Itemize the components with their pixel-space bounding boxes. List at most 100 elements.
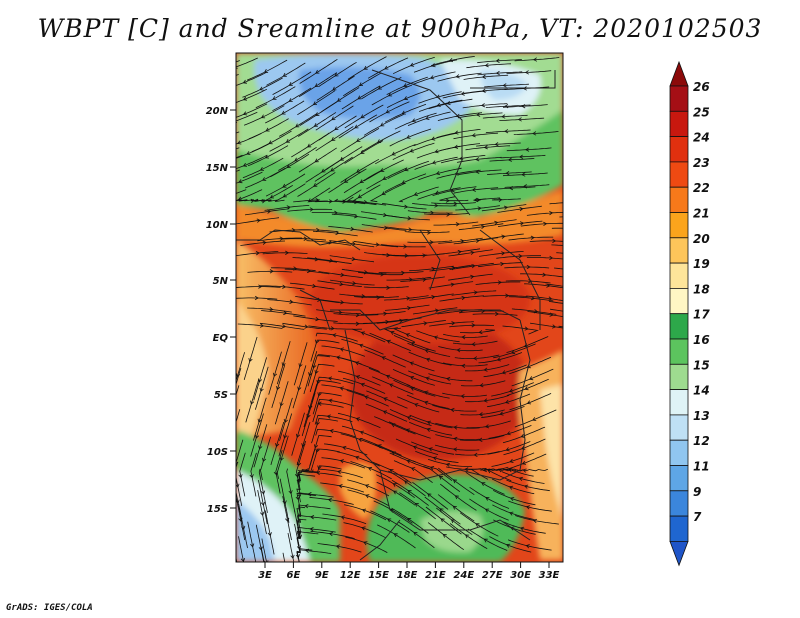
streamline-arrow <box>574 245 577 249</box>
streamline <box>411 441 455 455</box>
streamline-arrow <box>260 114 266 119</box>
streamline-arrow <box>354 214 359 219</box>
streamline-arrow <box>390 330 395 335</box>
streamline <box>307 257 352 265</box>
streamline-arrow <box>410 467 416 472</box>
streamline-arrow <box>295 433 301 438</box>
streamline <box>407 111 451 126</box>
lat-tick-label: 5S <box>214 390 228 401</box>
streamline <box>245 379 260 423</box>
streamline <box>236 217 280 225</box>
streamline <box>438 237 483 244</box>
streamline <box>384 103 427 123</box>
streamline-arrow <box>483 145 488 150</box>
streamline <box>314 156 353 182</box>
streamline <box>414 156 458 170</box>
streamline-arrow <box>303 236 308 241</box>
streamline <box>236 57 258 68</box>
streamline <box>347 489 390 507</box>
streamline-arrow <box>314 370 319 375</box>
streamline-arrow <box>331 116 336 121</box>
streamline-arrow <box>461 335 466 340</box>
streamline <box>310 530 355 539</box>
streamline-arrow <box>286 205 291 210</box>
streamline <box>401 320 446 328</box>
colorbar-swatch <box>669 363 689 390</box>
streamline-arrow <box>265 127 270 132</box>
streamline-arrow <box>380 122 385 127</box>
streamline <box>502 104 548 108</box>
streamline <box>412 307 458 315</box>
streamline-arrow <box>582 216 585 220</box>
streamline <box>342 425 385 442</box>
streamline-arrow <box>533 57 538 62</box>
grads-footer: GrADS: IGES/COLA <box>6 603 93 613</box>
streamline <box>323 443 368 456</box>
streamline <box>368 367 411 387</box>
streamline-arrow <box>288 490 293 495</box>
streamline <box>526 295 563 302</box>
streamline-arrow <box>521 172 526 177</box>
streamline-arrow <box>434 149 439 154</box>
streamline-arrow <box>285 138 290 143</box>
streamline <box>435 143 481 153</box>
lat-tick-label: EQ <box>213 333 229 344</box>
streamline <box>466 420 511 429</box>
streamline <box>409 421 453 436</box>
colorbar-label: 21 <box>693 207 710 221</box>
streamline-arrow <box>358 82 363 86</box>
streamline-arrow <box>283 434 288 439</box>
streamline <box>501 471 545 484</box>
streamline <box>297 504 331 515</box>
streamline <box>486 171 532 175</box>
streamline <box>311 212 357 216</box>
streamline-arrow <box>504 129 509 134</box>
streamline <box>358 271 403 276</box>
streamline <box>412 460 453 482</box>
streamline-arrow <box>282 284 287 289</box>
streamline <box>432 186 477 196</box>
streamline <box>508 500 552 512</box>
colorbar-swatch <box>669 136 689 163</box>
streamline <box>558 325 563 328</box>
streamline <box>394 112 437 130</box>
streamline-arrow <box>522 86 527 91</box>
streamline-arrow <box>340 272 345 277</box>
colorbar-swatch <box>669 287 689 315</box>
field-red-band <box>310 255 530 345</box>
streamline-arrow <box>363 541 368 546</box>
streamline-arrow <box>409 376 415 380</box>
colorbar-swatch <box>669 313 689 340</box>
streamline <box>492 504 535 520</box>
streamline <box>338 114 378 139</box>
streamline <box>418 99 463 112</box>
streamline <box>366 390 408 409</box>
streamline-arrow <box>363 65 368 70</box>
streamline-arrow <box>380 272 385 277</box>
streamline <box>310 339 340 362</box>
streamline <box>527 311 563 317</box>
streamline-arrow <box>502 83 507 88</box>
streamline-arrow <box>442 533 447 538</box>
streamline-arrow <box>479 383 484 388</box>
streamline <box>329 255 375 263</box>
streamline-arrow <box>445 462 451 467</box>
streamline <box>247 145 289 167</box>
streamline <box>407 210 453 214</box>
streamline <box>236 424 237 426</box>
streamline <box>384 173 427 193</box>
streamline <box>303 383 318 428</box>
streamline-arrow <box>501 251 506 256</box>
streamline-arrow <box>532 518 538 523</box>
streamlines <box>236 56 585 562</box>
streamline-arrow <box>432 456 438 461</box>
streamline <box>269 128 309 152</box>
streamline-arrow <box>460 239 465 244</box>
streamline <box>502 172 548 177</box>
streamline-arrow <box>574 227 577 231</box>
streamline-arrow <box>242 79 247 84</box>
streamline <box>506 479 550 492</box>
streamline-arrow <box>507 157 512 162</box>
streamline <box>491 452 535 467</box>
streamline <box>475 281 521 285</box>
